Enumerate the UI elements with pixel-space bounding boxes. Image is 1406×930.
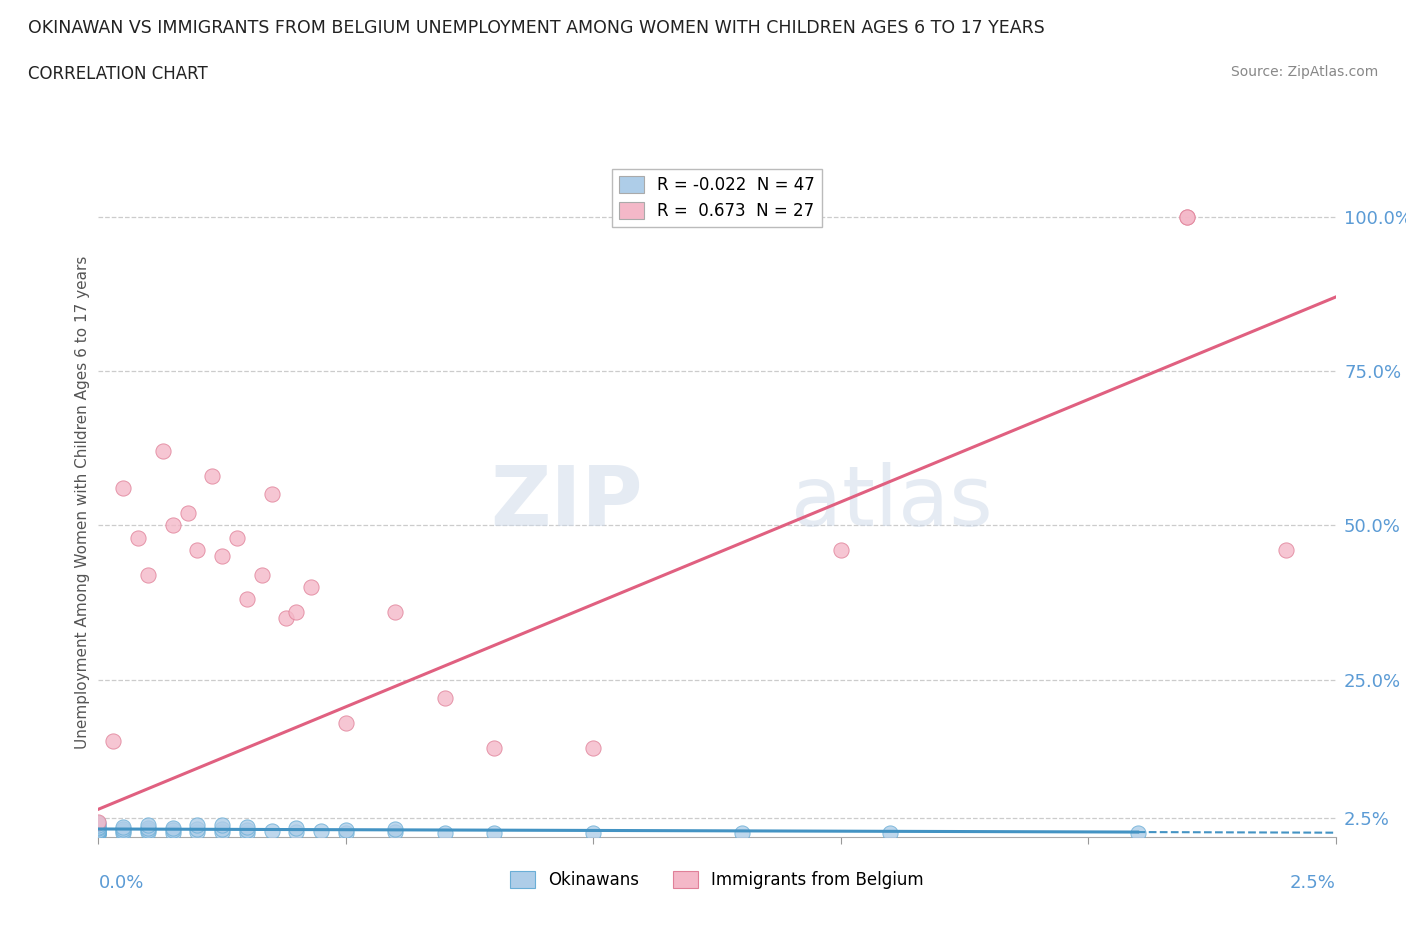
- Point: [87, 819, 110, 834]
- Point: [211, 821, 233, 836]
- Point: [112, 825, 135, 840]
- Y-axis label: Unemployment Among Women with Children Ages 6 to 17 years: Unemployment Among Women with Children A…: [75, 256, 90, 749]
- Point: [87, 826, 110, 841]
- Point: [112, 821, 135, 836]
- Point: [285, 825, 308, 840]
- Point: [1175, 209, 1198, 224]
- Point: [162, 518, 184, 533]
- Point: [226, 530, 249, 545]
- Point: [152, 444, 174, 458]
- Point: [87, 820, 110, 835]
- Point: [260, 823, 283, 838]
- Point: [484, 825, 506, 840]
- Point: [879, 825, 901, 840]
- Point: [186, 821, 208, 836]
- Point: [186, 825, 208, 840]
- Legend: Okinawans, Immigrants from Belgium: Okinawans, Immigrants from Belgium: [503, 864, 931, 896]
- Text: CORRELATION CHART: CORRELATION CHART: [28, 65, 208, 83]
- Point: [112, 481, 135, 496]
- Point: [87, 817, 110, 832]
- Point: [211, 817, 233, 832]
- Text: 0.0%: 0.0%: [98, 874, 143, 892]
- Point: [87, 827, 110, 842]
- Text: 2.5%: 2.5%: [1289, 874, 1336, 892]
- Point: [211, 549, 233, 564]
- Text: OKINAWAN VS IMMIGRANTS FROM BELGIUM UNEMPLOYMENT AMONG WOMEN WITH CHILDREN AGES : OKINAWAN VS IMMIGRANTS FROM BELGIUM UNEM…: [28, 19, 1045, 36]
- Point: [1175, 209, 1198, 224]
- Point: [87, 822, 110, 837]
- Point: [484, 740, 506, 755]
- Point: [136, 825, 159, 840]
- Point: [830, 542, 852, 557]
- Point: [236, 825, 259, 840]
- Point: [87, 824, 110, 839]
- Point: [127, 530, 149, 545]
- Point: [433, 825, 456, 840]
- Point: [731, 825, 754, 840]
- Point: [384, 825, 406, 840]
- Point: [335, 825, 357, 840]
- Text: ZIP: ZIP: [491, 461, 643, 543]
- Point: [162, 825, 184, 840]
- Point: [136, 820, 159, 835]
- Point: [186, 817, 208, 832]
- Point: [162, 823, 184, 838]
- Point: [384, 604, 406, 619]
- Point: [285, 604, 308, 619]
- Point: [87, 814, 110, 829]
- Point: [87, 823, 110, 838]
- Point: [1126, 825, 1149, 840]
- Point: [136, 817, 159, 832]
- Point: [582, 825, 605, 840]
- Point: [176, 506, 198, 521]
- Point: [87, 825, 110, 840]
- Point: [211, 825, 233, 840]
- Point: [112, 823, 135, 838]
- Point: [1275, 542, 1298, 557]
- Point: [87, 827, 110, 842]
- Point: [136, 823, 159, 838]
- Point: [112, 819, 135, 834]
- Point: [236, 823, 259, 838]
- Point: [103, 734, 125, 749]
- Point: [260, 487, 283, 502]
- Point: [582, 740, 605, 755]
- Point: [335, 715, 357, 730]
- Point: [299, 579, 322, 594]
- Point: [285, 820, 308, 835]
- Point: [335, 822, 357, 837]
- Point: [87, 827, 110, 842]
- Point: [162, 820, 184, 835]
- Point: [276, 610, 298, 625]
- Point: [136, 567, 159, 582]
- Point: [250, 567, 273, 582]
- Text: Source: ZipAtlas.com: Source: ZipAtlas.com: [1230, 65, 1378, 79]
- Text: atlas: atlas: [792, 461, 993, 543]
- Point: [87, 825, 110, 840]
- Point: [433, 691, 456, 706]
- Point: [236, 592, 259, 607]
- Point: [186, 542, 208, 557]
- Point: [236, 819, 259, 834]
- Point: [87, 816, 110, 830]
- Point: [384, 821, 406, 836]
- Point: [309, 824, 332, 839]
- Point: [201, 469, 224, 484]
